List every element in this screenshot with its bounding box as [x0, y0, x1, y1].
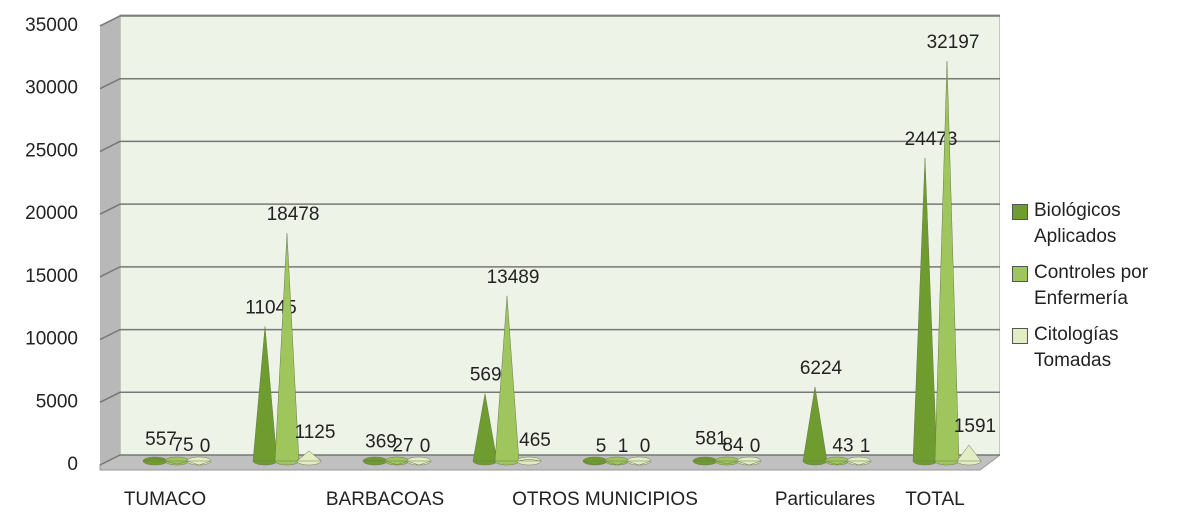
cone	[252, 326, 278, 462]
data-label: 1	[860, 436, 871, 457]
cone	[692, 457, 718, 462]
data-label: 84	[722, 435, 744, 456]
cone	[406, 460, 432, 466]
back-wall	[119, 14, 1001, 456]
data-label: 5	[596, 436, 607, 457]
cone	[494, 295, 520, 462]
data-label: 6224	[800, 358, 843, 379]
cone	[472, 393, 498, 462]
grid-line	[99, 140, 1000, 153]
y-tick-label: 35000	[25, 15, 78, 36]
y-tick-label: 20000	[25, 203, 78, 224]
cone	[956, 444, 982, 462]
grid-line	[99, 391, 1000, 403]
y-tick-label: 5000	[36, 391, 78, 412]
data-label: 0	[200, 436, 211, 457]
legend-label: Citologías Tomadas	[1034, 324, 1119, 371]
cone	[516, 458, 542, 462]
data-label: 465	[519, 430, 551, 451]
grid-line	[99, 15, 1000, 27]
data-label: 43	[832, 435, 853, 456]
data-label: 369	[365, 431, 397, 452]
y-tick-label: 30000	[25, 78, 78, 99]
y-tick-label: 10000	[25, 329, 78, 350]
legend: Biológicos Aplicados Controles por Enferm…	[1012, 198, 1182, 384]
cone	[274, 233, 300, 462]
data-label: 1	[618, 436, 629, 457]
cone	[912, 158, 938, 462]
data-label: 581	[695, 429, 727, 450]
y-tick-label: 25000	[25, 140, 78, 161]
cone	[362, 460, 388, 462]
data-label: 24473	[905, 129, 958, 150]
cone	[824, 460, 850, 465]
data-label: 18478	[267, 204, 320, 225]
cone	[186, 460, 212, 466]
grid-line	[99, 77, 1000, 90]
x-tick-label: OTROS MUNICIPIOS	[512, 489, 698, 510]
legend-swatch	[1012, 328, 1028, 344]
data-label: 0	[420, 436, 431, 457]
cone	[604, 460, 630, 466]
legend-item: Biológicos Aplicados	[1012, 198, 1182, 250]
cone	[296, 450, 322, 462]
cone	[846, 460, 872, 466]
grid-line	[99, 266, 1000, 278]
data-label: 557	[145, 429, 177, 450]
data-label: 32197	[927, 32, 980, 53]
legend-swatch	[1012, 204, 1028, 220]
cone	[714, 460, 740, 465]
legend-label: Biológicos Aplicados	[1034, 200, 1121, 247]
x-tick-label: TOTAL	[905, 489, 964, 510]
cone	[142, 457, 168, 462]
data-label: 1591	[954, 416, 996, 437]
grid-line	[99, 328, 1000, 341]
data-label: 13489	[487, 267, 540, 288]
legend-item: Citologías Tomadas	[1012, 322, 1182, 374]
plot: 05000100001500020000250003000035000TUMAC…	[25, 14, 1002, 510]
x-tick-label: Particulares	[775, 489, 875, 510]
x-tick-label: TUMACO	[124, 489, 206, 510]
legend-swatch	[1012, 266, 1028, 282]
cone	[626, 460, 652, 466]
data-label: 75	[172, 435, 193, 456]
data-label: 1125	[295, 422, 336, 443]
x-tick-label: BARBACOAS	[326, 489, 444, 510]
grid-line	[99, 203, 1000, 215]
grid-line	[99, 454, 1000, 466]
cone	[736, 460, 762, 466]
cone	[934, 61, 960, 462]
data-label: 27	[392, 436, 413, 457]
cone	[164, 460, 190, 465]
legend-item: Controles por Enfermería	[1012, 260, 1182, 312]
side-wall	[100, 15, 120, 465]
data-label: 0	[750, 436, 761, 457]
cone	[582, 460, 608, 466]
y-tick-label: 0	[67, 454, 78, 475]
cone	[802, 386, 828, 462]
cone	[384, 460, 410, 465]
data-label: 0	[640, 436, 651, 457]
legend-label: Controles por Enfermería	[1034, 262, 1149, 309]
y-tick-label: 15000	[25, 266, 78, 287]
